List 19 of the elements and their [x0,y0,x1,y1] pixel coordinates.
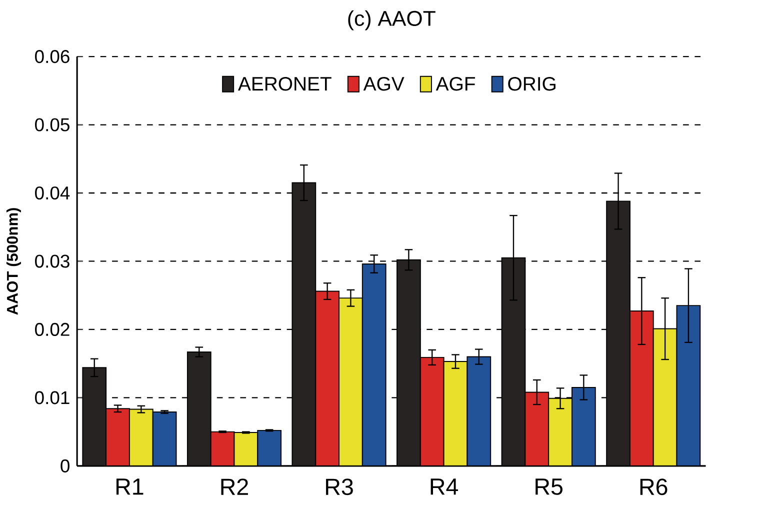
y-tick-label: 0.01 [35,391,70,404]
legend-label: ORIG [508,77,556,91]
x-tick-label: R5 [536,478,562,495]
chart-title: (c) AAOT [348,10,436,30]
y-tick-label: 0.04 [35,186,70,200]
y-tick-label: 0.05 [35,118,70,132]
x-tick-label: R4 [430,478,458,495]
y-tick-label: 0.03 [35,254,70,268]
x-tick-label: R6 [640,478,668,496]
y-tick-label: 0.02 [35,322,70,336]
y-tick-label: 0.06 [35,50,70,64]
legend-label: AERONET [238,77,332,91]
y-tick-label: 0 [60,459,70,472]
legend-label: AGF [436,77,475,91]
x-tick-label: R3 [326,478,353,496]
x-tick-label: R2 [221,478,248,495]
x-tick-label: R1 [116,478,144,495]
legend-label: AGV [363,77,404,91]
y-axis-title: AAOT (500nm) [6,208,21,315]
